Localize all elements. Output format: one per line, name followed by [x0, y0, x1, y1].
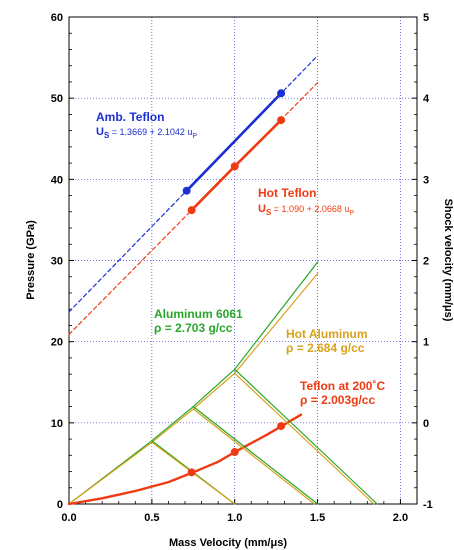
points-layer: [182, 89, 286, 477]
ticks: 0.0 0.5 1.0 1.5 2.0 0 10 20 30 40 50 60 -1 0 1 2 3 4 5: [51, 12, 433, 524]
amb-teflon-title: Amb. Teflon: [96, 110, 164, 124]
y2-tick-label: 4: [423, 93, 430, 105]
hot-aluminum-title: Hot Aluminum: [286, 327, 368, 341]
data-point-hot-teflon-data: [187, 206, 196, 215]
data-point-hot-teflon-data: [230, 162, 239, 171]
series-hot-aluminum-release-3: [234, 372, 375, 505]
y-tick-label: 20: [51, 337, 63, 349]
y2-tick-label: 5: [423, 12, 429, 24]
series-amb-teflon-data: [185, 92, 283, 192]
grid: [69, 17, 417, 504]
aluminum-title: Aluminum 6061: [154, 307, 243, 321]
y-axis-label: Pressure (GPa): [25, 220, 37, 300]
y2-tick-label: 1: [423, 337, 429, 349]
y2-tick-label: 3: [423, 174, 429, 186]
x-tick-label: 0.0: [61, 512, 76, 524]
series-aluminum-release-2: [192, 406, 319, 505]
y-tick-label: 0: [57, 499, 63, 511]
y-tick-label: 50: [51, 93, 63, 105]
aluminum-density: ρ = 2.703 g/cc: [154, 321, 233, 335]
y-tick-label: 40: [51, 174, 63, 186]
y2-axis-label: Shock velocity (mm/μs): [442, 199, 454, 322]
series-aluminum-release-3: [234, 368, 378, 505]
y-tick-label: 30: [51, 256, 63, 268]
y2-tick-label: 2: [423, 256, 429, 268]
y2-tick-label: -1: [423, 499, 433, 511]
x-tick-label: 1.0: [227, 512, 242, 524]
hot-teflon-equation: US = 1.090 + 2.0668 uP: [258, 203, 354, 217]
x-tick-label: 2.0: [393, 512, 408, 524]
teflon-200c-title: Teflon at 200˚C: [300, 379, 385, 393]
intersection-point: [277, 422, 286, 431]
data-point-hot-teflon-data: [277, 116, 286, 125]
data-point-amb-teflon-data: [277, 89, 286, 98]
intersection-point: [187, 468, 196, 477]
x-tick-label: 1.5: [310, 512, 325, 524]
y-tick-label: 10: [51, 418, 63, 430]
y2-tick-label: 0: [423, 418, 429, 430]
data-point-amb-teflon-data: [182, 186, 191, 195]
intersection-point: [230, 448, 239, 457]
x-tick-label: 0.5: [144, 512, 159, 524]
hot-teflon-title: Hot Teflon: [258, 186, 316, 200]
amb-teflon-equation: US = 1.3669 + 2.1042 uP: [96, 126, 197, 140]
x-axis-label: Mass Velocity (mm/μs): [169, 537, 287, 549]
series-hot-aluminum-release-2: [192, 408, 315, 505]
hot-aluminum-density: ρ = 2.684 g/cc: [286, 341, 365, 355]
teflon-200c-density: ρ = 2.003g/cc: [300, 393, 375, 407]
y-tick-label: 60: [51, 12, 63, 24]
